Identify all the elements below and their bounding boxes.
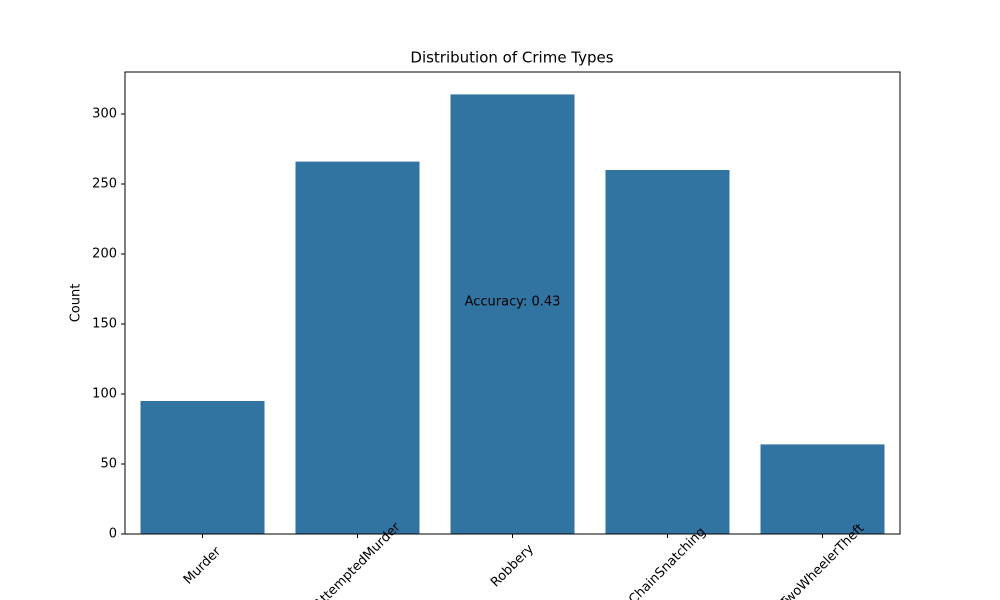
annotation: Accuracy: 0.43 — [465, 295, 561, 310]
chart-title: Distribution of Crime Types — [410, 49, 613, 67]
y-tick-label: 250 — [92, 177, 117, 192]
bar — [605, 170, 730, 534]
bar — [450, 94, 575, 535]
bar — [140, 401, 265, 534]
y-axis-label: Count — [69, 284, 84, 323]
plot-frame — [124, 71, 901, 535]
y-tick-label: 100 — [92, 387, 117, 402]
y-tick-label: 50 — [100, 457, 117, 472]
y-tick-label: 150 — [92, 317, 117, 332]
y-tick-label: 300 — [92, 107, 117, 122]
bar — [295, 161, 420, 534]
y-tick-label: 200 — [92, 247, 117, 262]
y-tick-label: 0 — [109, 527, 117, 542]
x-tick-label: Robbery — [488, 541, 537, 590]
x-tick-label: Murder — [181, 544, 225, 588]
bar — [760, 444, 885, 534]
